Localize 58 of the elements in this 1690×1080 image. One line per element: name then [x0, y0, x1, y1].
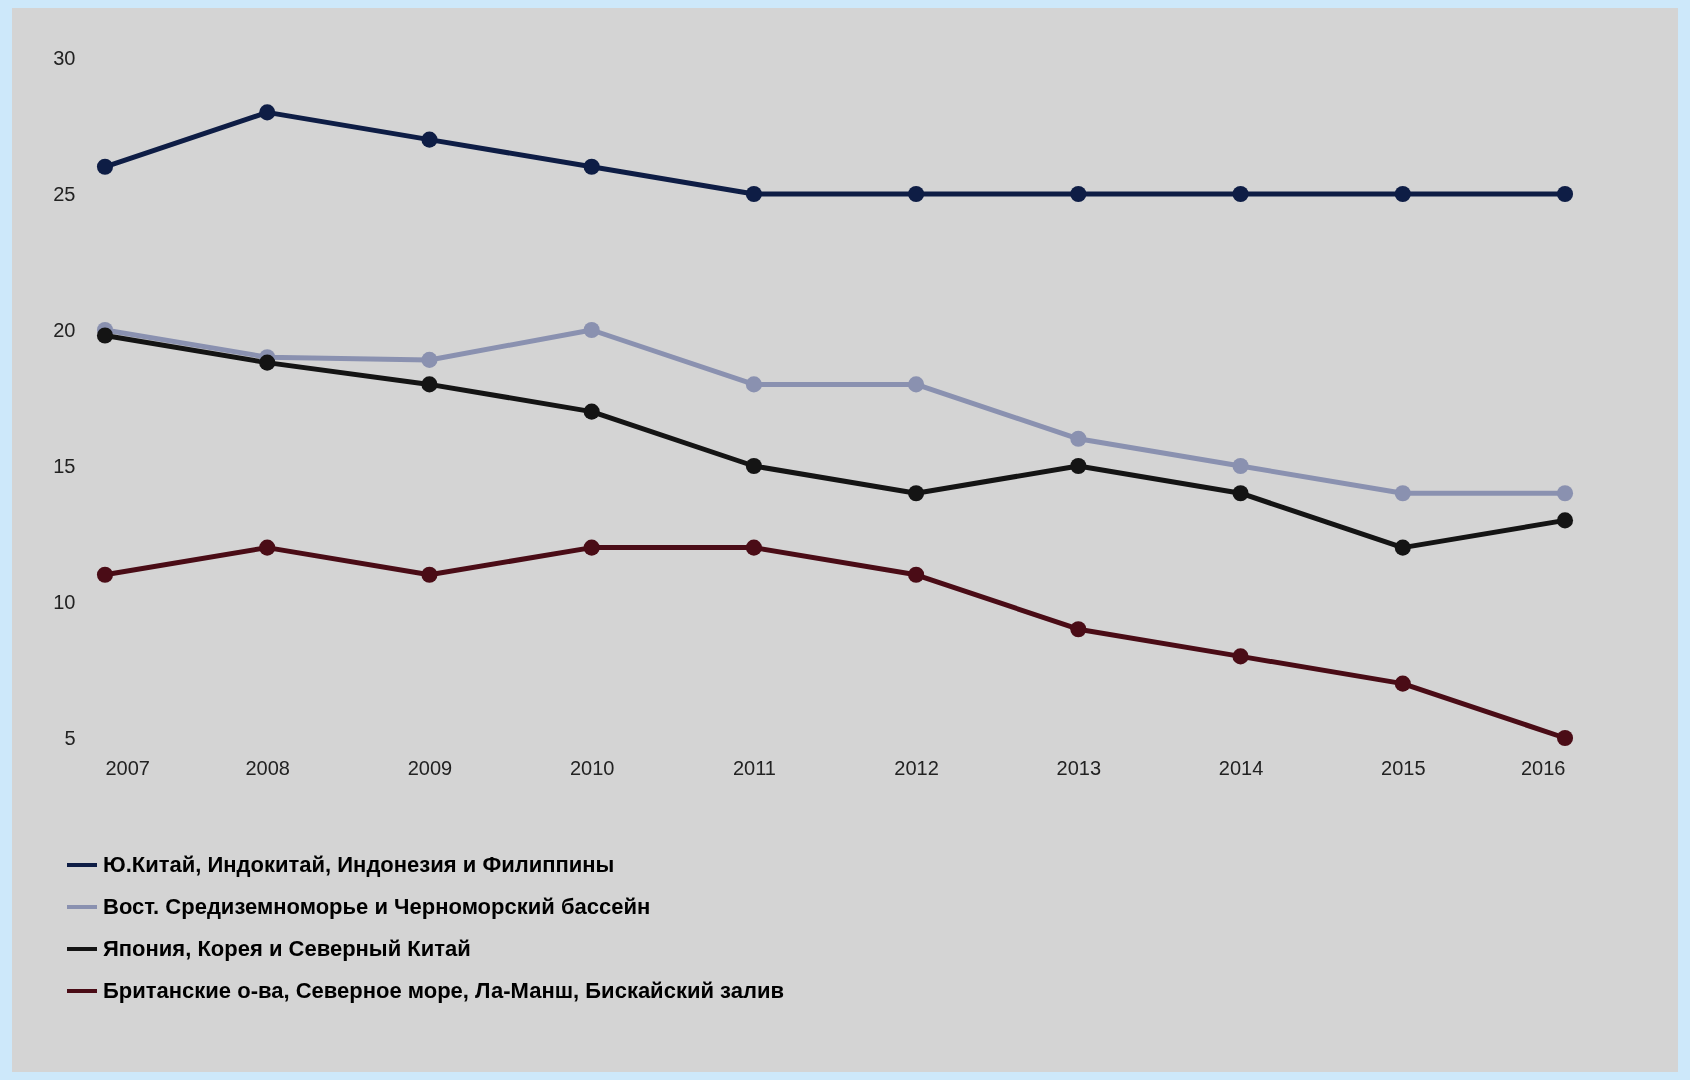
x-tick-label: 2009 — [407, 756, 453, 779]
point — [1394, 675, 1411, 692]
point — [1070, 185, 1087, 203]
point — [583, 539, 600, 556]
x-tick-label: 2008 — [245, 756, 290, 779]
point — [1394, 485, 1411, 502]
point — [745, 376, 762, 393]
point — [583, 403, 600, 420]
legend-label: Япония, Корея и Северный Китай — [103, 936, 471, 961]
point — [745, 185, 762, 203]
y-tick-label: 10 — [53, 590, 76, 613]
point — [259, 104, 276, 121]
legend-label: Ю.Китай, Индокитай, Индонезия и Филиппины — [103, 852, 615, 877]
point — [1070, 621, 1087, 638]
point — [908, 376, 925, 393]
x-tick-label: 2014 — [1218, 756, 1264, 779]
point — [1232, 185, 1249, 203]
point — [1556, 512, 1574, 529]
y-tick-label: 30 — [53, 46, 76, 69]
point — [421, 376, 438, 393]
point — [745, 457, 762, 475]
point — [1070, 430, 1087, 447]
point — [421, 566, 438, 583]
point — [745, 539, 762, 556]
point — [1394, 185, 1411, 203]
x-tick-label: 2010 — [569, 756, 615, 779]
legend-label: Британские о-ва, Северное море, Ла-Манш, Бискайский залив — [103, 978, 784, 1003]
point — [96, 158, 114, 175]
point — [908, 185, 925, 203]
x-tick-label: 2013 — [1056, 756, 1102, 779]
point — [1394, 539, 1411, 556]
point — [1070, 457, 1087, 475]
point — [421, 131, 438, 148]
point — [96, 327, 114, 344]
point — [583, 158, 600, 175]
x-tick-label: 2011 — [732, 756, 776, 779]
point — [908, 566, 925, 583]
x-tick-label: 2015 — [1381, 756, 1426, 779]
y-tick-label: 15 — [53, 454, 76, 477]
point — [1556, 185, 1574, 203]
point — [96, 566, 114, 583]
point — [1556, 729, 1574, 747]
y-tick-label: 25 — [53, 182, 76, 205]
legend-label: Вост. Средиземноморье и Черноморский бассейн — [103, 894, 651, 919]
point — [908, 485, 925, 502]
point — [259, 539, 276, 556]
y-tick-label: 20 — [53, 318, 76, 341]
point — [259, 354, 276, 371]
x-tick-label: 2007 — [105, 756, 150, 779]
point — [1232, 648, 1249, 665]
point — [1232, 457, 1249, 475]
x-tick-label: 2012 — [894, 756, 939, 779]
x-tick-label: 2016 — [1521, 756, 1566, 779]
y-tick-label: 5 — [64, 726, 76, 749]
point — [583, 321, 600, 339]
point — [1556, 485, 1574, 502]
point — [1232, 485, 1249, 502]
point — [421, 351, 438, 368]
